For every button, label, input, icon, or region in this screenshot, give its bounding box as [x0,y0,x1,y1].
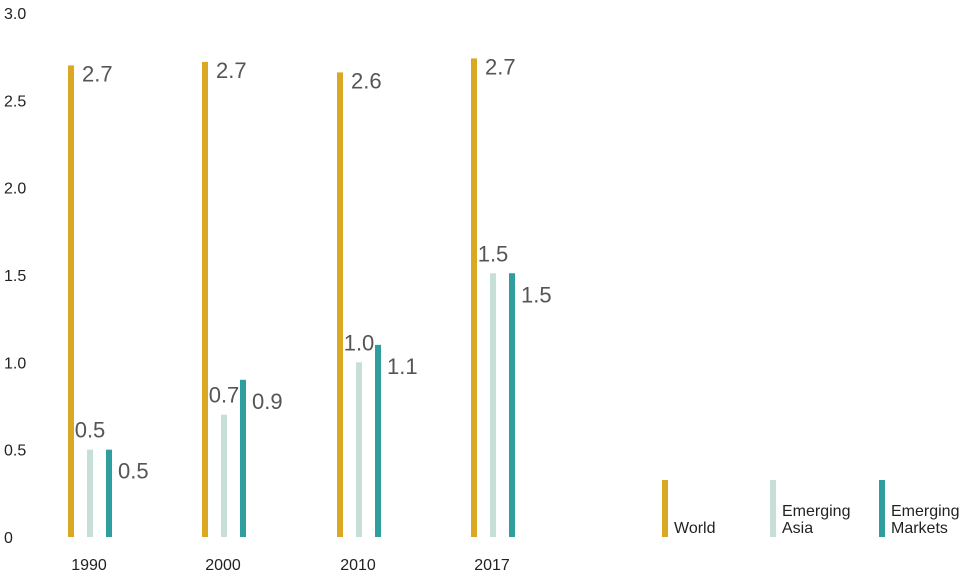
legend-label-emerging-markets: Emerging Markets [891,503,960,537]
y-tick-label: 0 [4,530,13,547]
data-label: 0.9 [252,389,283,414]
x-tick-label: 2017 [474,557,510,574]
legend-label-world: World [674,520,716,537]
bar [337,72,343,538]
bar [221,414,227,537]
x-tick-label: 2010 [340,557,376,574]
data-label: 0.5 [118,459,149,484]
y-tick-label: 1.0 [4,355,26,372]
bar [509,273,515,537]
legend-label-emerging-asia: Emerging Asia [782,503,851,537]
legend-item-emerging-asia: Emerging Asia [770,480,850,537]
data-label: 2.7 [485,54,516,79]
bar [490,273,496,537]
y-tick-label: 3.0 [4,6,26,23]
data-label: 1.5 [521,282,552,307]
data-label: 1.5 [478,241,509,266]
y-tick-label: 0.5 [4,443,26,460]
legend-item-emerging-markets: Emerging Markets [879,480,959,537]
data-label: 1.1 [387,354,418,379]
bar [356,362,362,537]
y-tick-label: 1.5 [4,268,26,285]
y-tick-label: 2.0 [4,181,26,198]
bar [375,344,381,537]
bar [471,58,477,538]
legend-swatch-emerging-asia [770,480,776,537]
bar [87,449,93,537]
data-label: 2.6 [351,68,382,93]
legend-swatch-emerging-markets [879,480,885,537]
x-tick-label: 2000 [205,557,241,574]
data-label: 1.0 [344,330,375,355]
bar [240,379,246,537]
y-tick-label: 2.5 [4,93,26,110]
data-label: 2.7 [82,61,113,86]
legend-swatch-world [662,480,668,537]
data-label: 2.7 [216,58,247,83]
data-label: 0.7 [209,383,240,408]
bar [202,61,208,537]
data-label: 0.5 [75,418,106,443]
bar [68,65,74,538]
x-tick-label: 1990 [71,557,107,574]
bar [106,449,112,537]
legend-item-world: World [662,480,716,537]
